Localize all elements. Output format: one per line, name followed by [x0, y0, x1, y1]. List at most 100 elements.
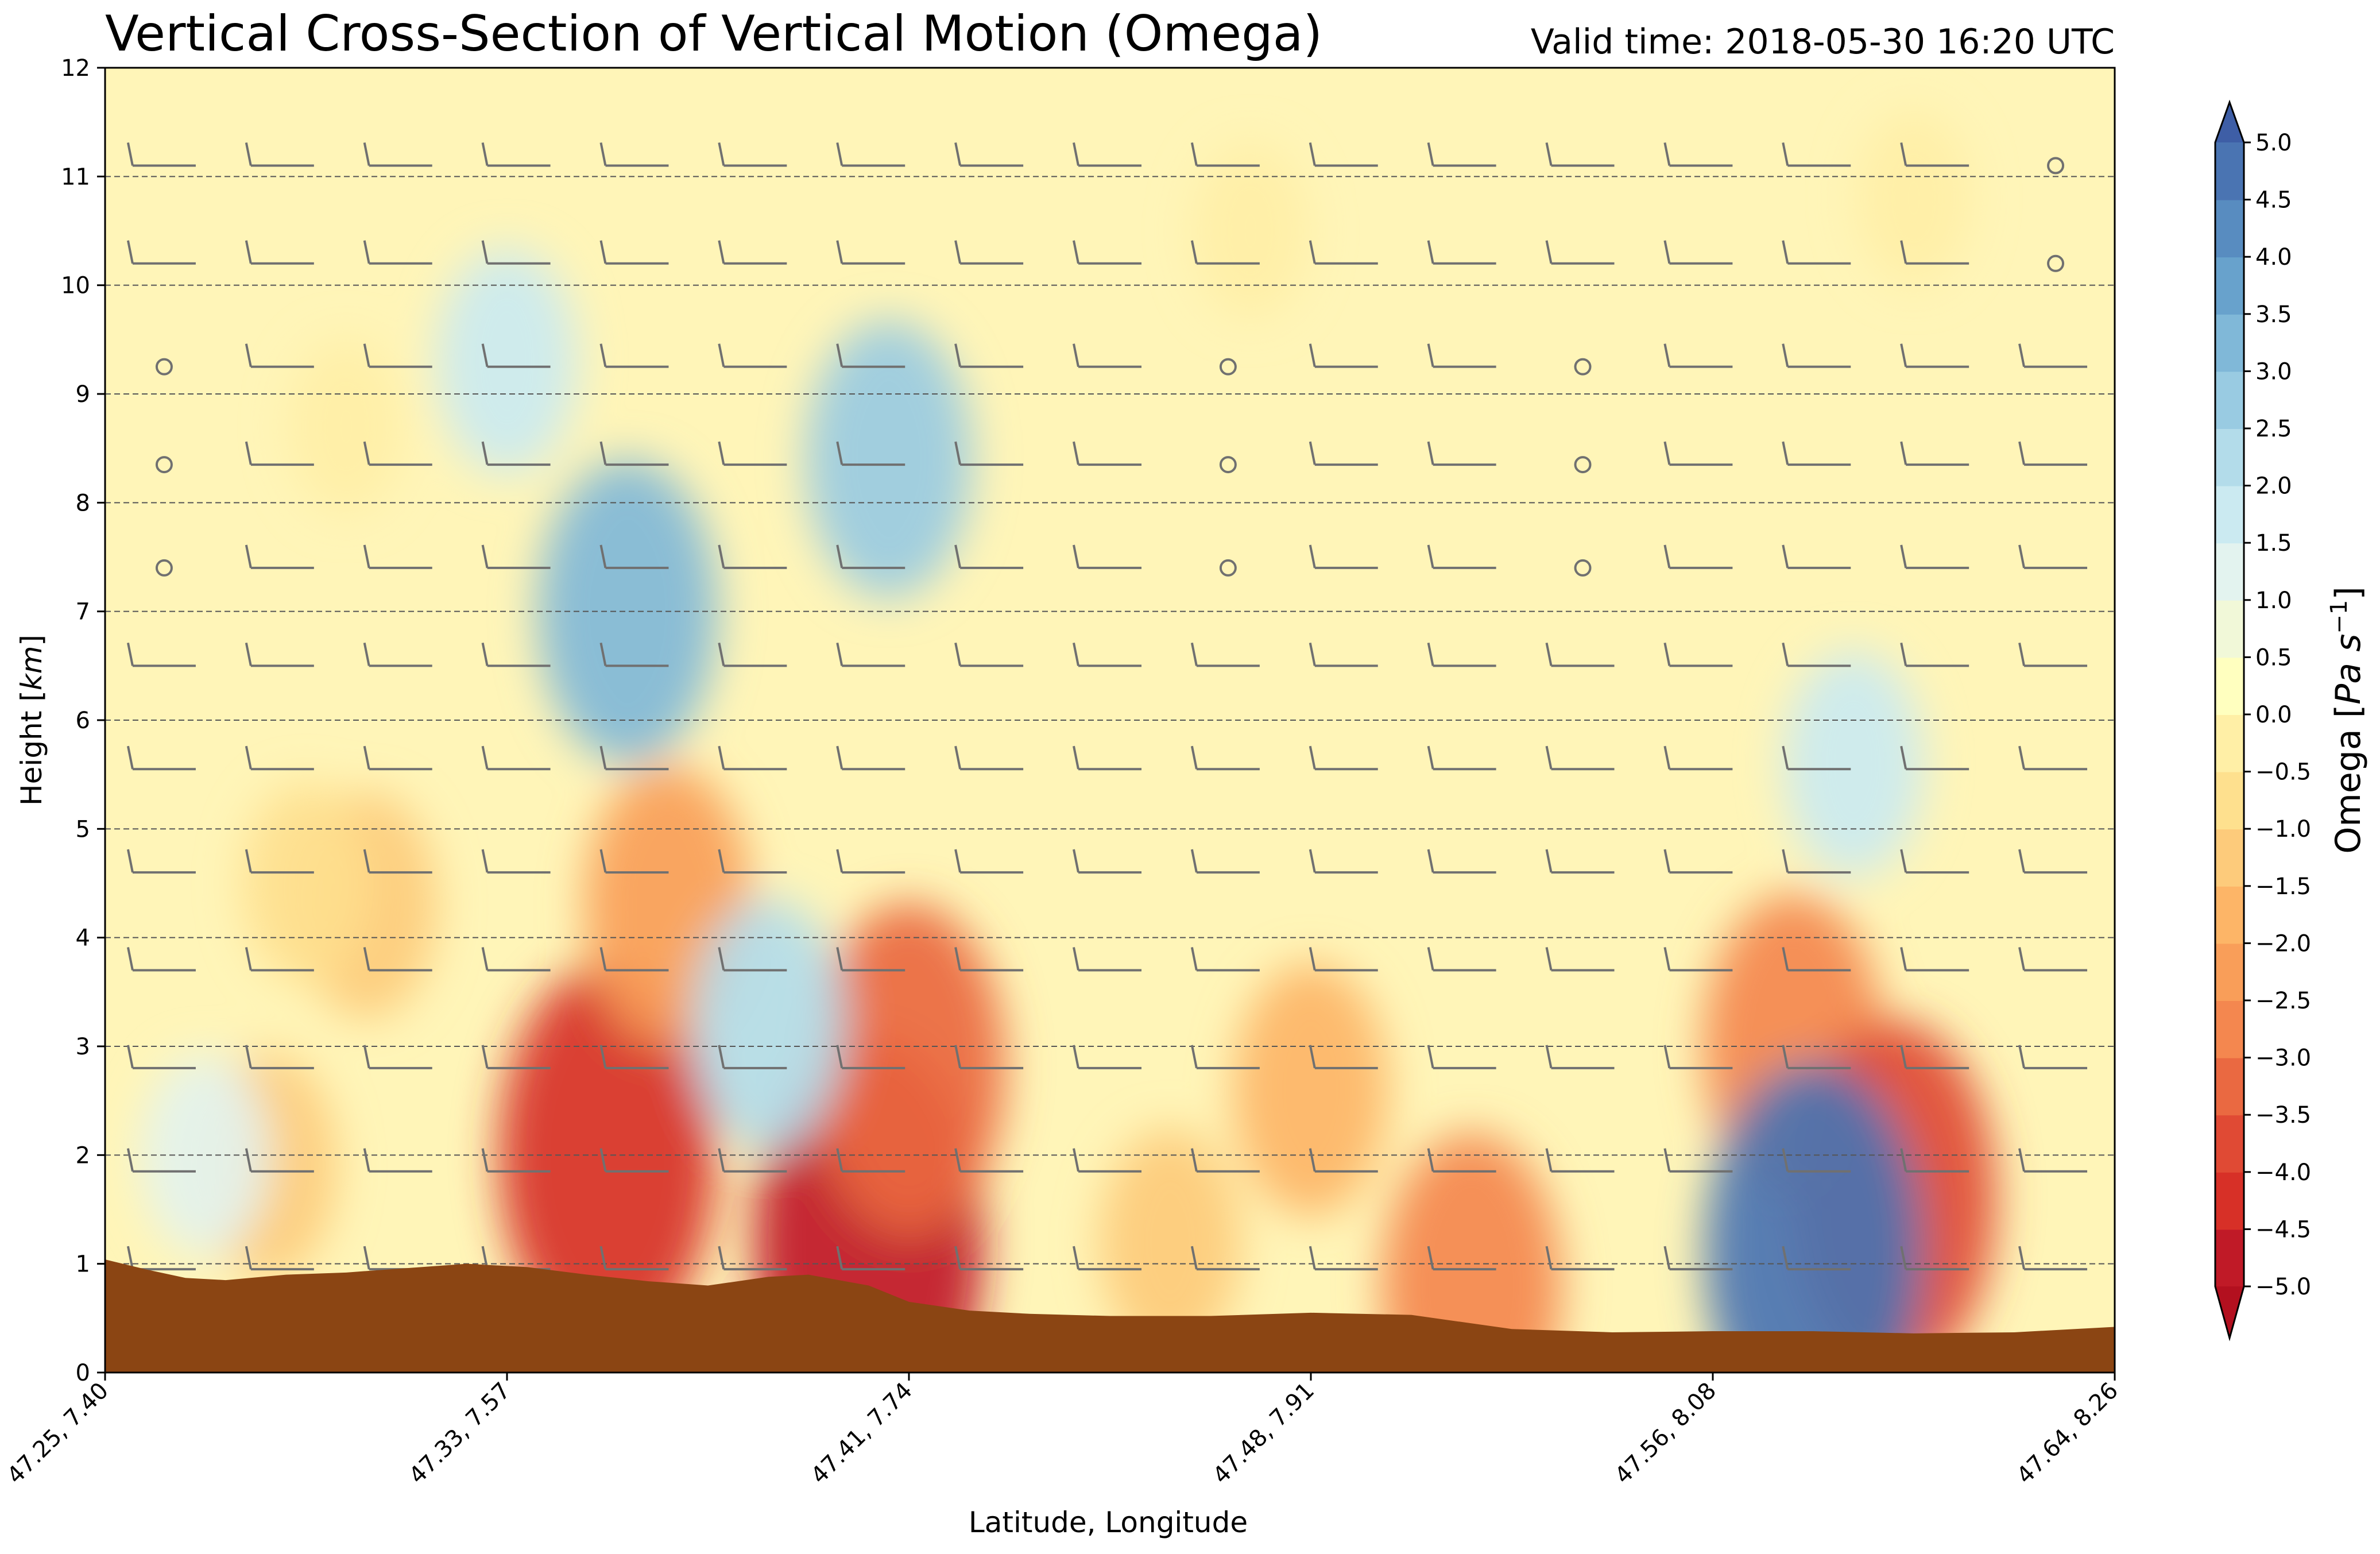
chart-title: Vertical Cross-Section of Vertical Motio… — [105, 5, 1322, 63]
omega-cell — [1100, 1128, 1241, 1356]
wind-barb-flag — [1782, 947, 1789, 971]
wind-barb-flag — [1663, 1148, 1671, 1172]
y-tick-label: 5 — [76, 816, 90, 842]
wind-barb-flag — [954, 1148, 962, 1172]
wind-barb-flag — [1427, 1045, 1434, 1069]
wind-barb-flag — [1427, 849, 1434, 873]
wind-barb-flag — [1782, 1246, 1789, 1270]
wind-barb-flag — [836, 849, 843, 873]
wind-barb-flag — [718, 642, 725, 666]
x-tick-label: 47.64, 8.26 — [2012, 1378, 2123, 1489]
wind-barb-flag — [1073, 441, 1079, 465]
wind-barb-flag — [1782, 240, 1789, 264]
wind-barb-flag — [1545, 142, 1553, 166]
omega-cell — [806, 320, 972, 599]
wind-barb-flag — [1782, 441, 1789, 465]
wind-barb-flag — [1427, 240, 1434, 264]
wind-barb-flag — [2018, 1148, 2026, 1172]
colorbar-label: Omega [Pa s−1] — [2326, 586, 2369, 854]
wind-barb-flag — [1309, 642, 1316, 666]
wind-barb-flag — [2018, 343, 2026, 368]
wind-barb-flag — [718, 745, 725, 770]
wind-barb-flag — [126, 1045, 134, 1069]
wind-barb-calm — [1574, 456, 1592, 474]
omega-cell — [436, 248, 578, 475]
wind-barb-flag — [245, 441, 252, 465]
colorbar-segment — [2215, 1057, 2244, 1116]
y-tick-label: 4 — [76, 925, 90, 952]
x-axis: 47.25, 7.40 47.33, 7.57 47.41, 7.74 47.48, … — [2, 1373, 2123, 1489]
y-tick-label: 1 — [76, 1251, 90, 1278]
wind-barb-flag — [126, 849, 134, 873]
colorbar-segment — [2215, 543, 2244, 601]
wind-barb-flag — [1782, 544, 1789, 569]
colorbar-segment — [2215, 1229, 2244, 1287]
colorbar-segment — [2215, 714, 2244, 772]
wind-barb-flag — [2018, 947, 2026, 971]
colorbar-segment — [2215, 428, 2244, 486]
wind-barb-flag — [1663, 849, 1671, 873]
wind-barb-flag — [1309, 947, 1316, 971]
omega-cell — [1234, 963, 1388, 1216]
terrain — [105, 1259, 2115, 1373]
wind-barb-flag — [836, 343, 843, 368]
wind-barb-flag — [481, 947, 489, 971]
colorbar-segment — [2215, 657, 2244, 715]
wind-barb-flag — [836, 1045, 843, 1069]
wind-barb-flag — [2018, 441, 2026, 465]
wind-barb-flag — [954, 1246, 962, 1270]
wind-barb-flag — [2018, 544, 2026, 569]
wind-barb-flag — [363, 544, 370, 569]
wind-barb-flag — [1427, 1148, 1434, 1172]
wind-barb-flag — [599, 240, 607, 264]
wind-barb-flag — [245, 947, 252, 971]
colorbar-segment — [2215, 943, 2244, 1001]
wind-barb-flag — [954, 240, 962, 264]
wind-barb-flag — [1427, 1246, 1434, 1270]
wind-barb-flag — [1073, 849, 1079, 873]
wind-barb-flag — [1900, 240, 1907, 264]
wind-barb-flag — [599, 142, 607, 166]
wind-barb-flag — [599, 849, 607, 873]
wind-barb-flag — [718, 441, 725, 465]
wind-barb-flag — [481, 240, 489, 264]
wind-barb-flag — [2018, 849, 2026, 873]
wind-barb-flag — [126, 947, 134, 971]
wind-barb-flag — [363, 1246, 370, 1270]
wind-barb-flag — [245, 849, 252, 873]
wind-barb-flag — [363, 849, 370, 873]
colorbar-tick-label: −4.0 — [2255, 1159, 2311, 1186]
colorbar-segment — [2215, 886, 2244, 944]
x-tick-label: 47.25, 7.40 — [2, 1378, 114, 1489]
wind-barb-flag — [245, 1246, 252, 1270]
wind-barb-flag — [1663, 642, 1671, 666]
wind-barb-flag — [836, 544, 843, 569]
wind-barb-flag — [1900, 1246, 1907, 1270]
wind-barb-flag — [1427, 947, 1434, 971]
wind-barb-flag — [1309, 745, 1316, 770]
x-tick-label: 47.48, 7.91 — [1208, 1378, 1319, 1489]
wind-barb-flag — [245, 1045, 252, 1069]
wind-barb-flag — [481, 343, 489, 368]
wind-barb-flag — [1663, 745, 1671, 770]
wind-barb-flag — [954, 642, 962, 666]
wind-barb-flag — [954, 544, 962, 569]
wind-barb-flag — [718, 142, 725, 166]
y-tick-label: 7 — [76, 599, 90, 625]
colorbar-tick-label: −5.0 — [2255, 1274, 2311, 1300]
colorbar-tick-label: −4.5 — [2255, 1216, 2311, 1243]
wind-barb-calm — [155, 559, 173, 577]
x-axis-label: Latitude, Longitude — [969, 1506, 1248, 1539]
wind-barb-flag — [245, 642, 252, 666]
wind-barb-flag — [1073, 544, 1079, 569]
wind-barb-flag — [1900, 849, 1907, 873]
wind-barb-flag — [836, 240, 843, 264]
wind-barb-flag — [599, 1045, 607, 1069]
wind-barb-flag — [1309, 544, 1316, 569]
wind-barb-calm — [1219, 559, 1237, 577]
wind-barb-flag — [1190, 642, 1198, 666]
wind-barb-flag — [481, 849, 489, 873]
wind-barb-calm — [2047, 254, 2065, 272]
wind-barb-flag — [1782, 849, 1789, 873]
